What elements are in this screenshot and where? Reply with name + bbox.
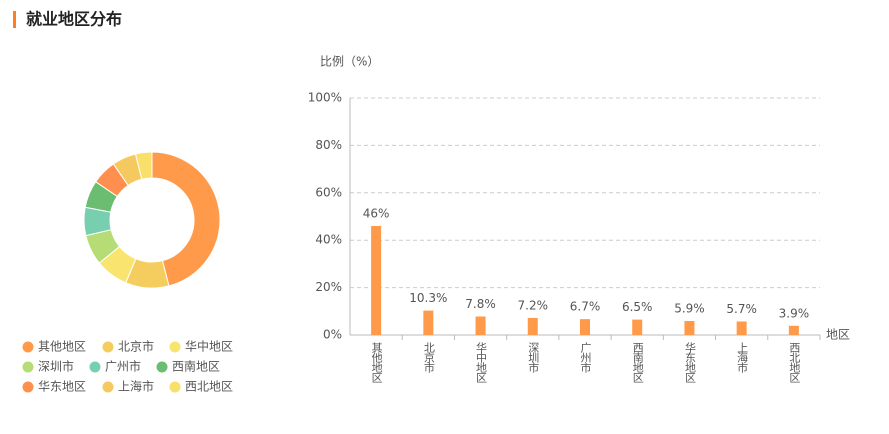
value-label: 5.7% xyxy=(726,302,757,316)
bar xyxy=(632,319,643,335)
value-label: 6.7% xyxy=(570,300,601,314)
legend-label: 广州市 xyxy=(105,359,141,374)
value-label: 3.9% xyxy=(779,306,810,320)
value-label: 10.3% xyxy=(409,291,447,305)
bar xyxy=(684,321,695,335)
bar xyxy=(371,225,382,335)
legend-label: 北京市 xyxy=(118,339,154,354)
legend-swatch xyxy=(169,341,181,353)
legend-label: 华东地区 xyxy=(38,380,86,394)
x-tick-label: 广州市 xyxy=(579,342,592,374)
bar xyxy=(475,316,486,335)
legend-swatch xyxy=(22,361,34,373)
legend-swatch xyxy=(89,361,101,373)
y-tick-label: 20% xyxy=(315,280,342,294)
bar xyxy=(788,325,799,335)
title-accent xyxy=(13,11,16,28)
bar xyxy=(736,321,747,335)
x-tick-label: 深圳市 xyxy=(527,342,540,374)
legend-swatch xyxy=(102,341,114,353)
legend-swatch xyxy=(102,381,114,393)
page-title: 就业地区分布 xyxy=(26,10,122,29)
x-tick-label: 华中地区 xyxy=(475,341,488,383)
legend-swatch xyxy=(22,341,34,353)
value-label: 5.9% xyxy=(674,302,705,316)
x-tick-label: 华东地区 xyxy=(683,341,696,383)
donut-slice xyxy=(134,151,153,180)
x-tick-label: 西南地区 xyxy=(631,342,644,383)
legend-label: 上海市 xyxy=(118,379,154,394)
legend-swatch xyxy=(156,361,168,373)
value-label: 46% xyxy=(363,206,390,220)
x-axis-label: 地区 xyxy=(826,328,850,342)
legend-label: 西南地区 xyxy=(172,359,220,374)
bar xyxy=(423,310,434,335)
legend-swatch xyxy=(22,381,34,393)
donut-slice xyxy=(151,151,221,287)
y-tick-label: 40% xyxy=(315,233,342,247)
legend-label: 西北地区 xyxy=(185,380,233,394)
legend-swatch xyxy=(169,381,181,393)
value-label: 6.5% xyxy=(622,300,653,314)
bar xyxy=(527,317,538,335)
legend-label: 华中地区 xyxy=(185,339,233,354)
y-axis-label: 比例（%） xyxy=(320,55,379,69)
x-tick-label: 上海市 xyxy=(736,342,749,374)
y-tick-label: 60% xyxy=(315,185,342,199)
y-tick-label: 0% xyxy=(323,328,342,342)
legend-label: 其他地区 xyxy=(38,340,86,354)
legend-label: 深圳市 xyxy=(38,359,74,374)
y-tick-label: 100% xyxy=(308,91,342,105)
x-tick-label: 西北地区 xyxy=(788,342,801,383)
value-label: 7.2% xyxy=(518,298,549,312)
x-tick-label: 北京市 xyxy=(422,342,435,374)
y-tick-label: 80% xyxy=(315,138,342,152)
value-label: 7.8% xyxy=(465,297,496,311)
bar xyxy=(580,319,590,335)
x-tick-label: 其他地区 xyxy=(370,342,383,383)
